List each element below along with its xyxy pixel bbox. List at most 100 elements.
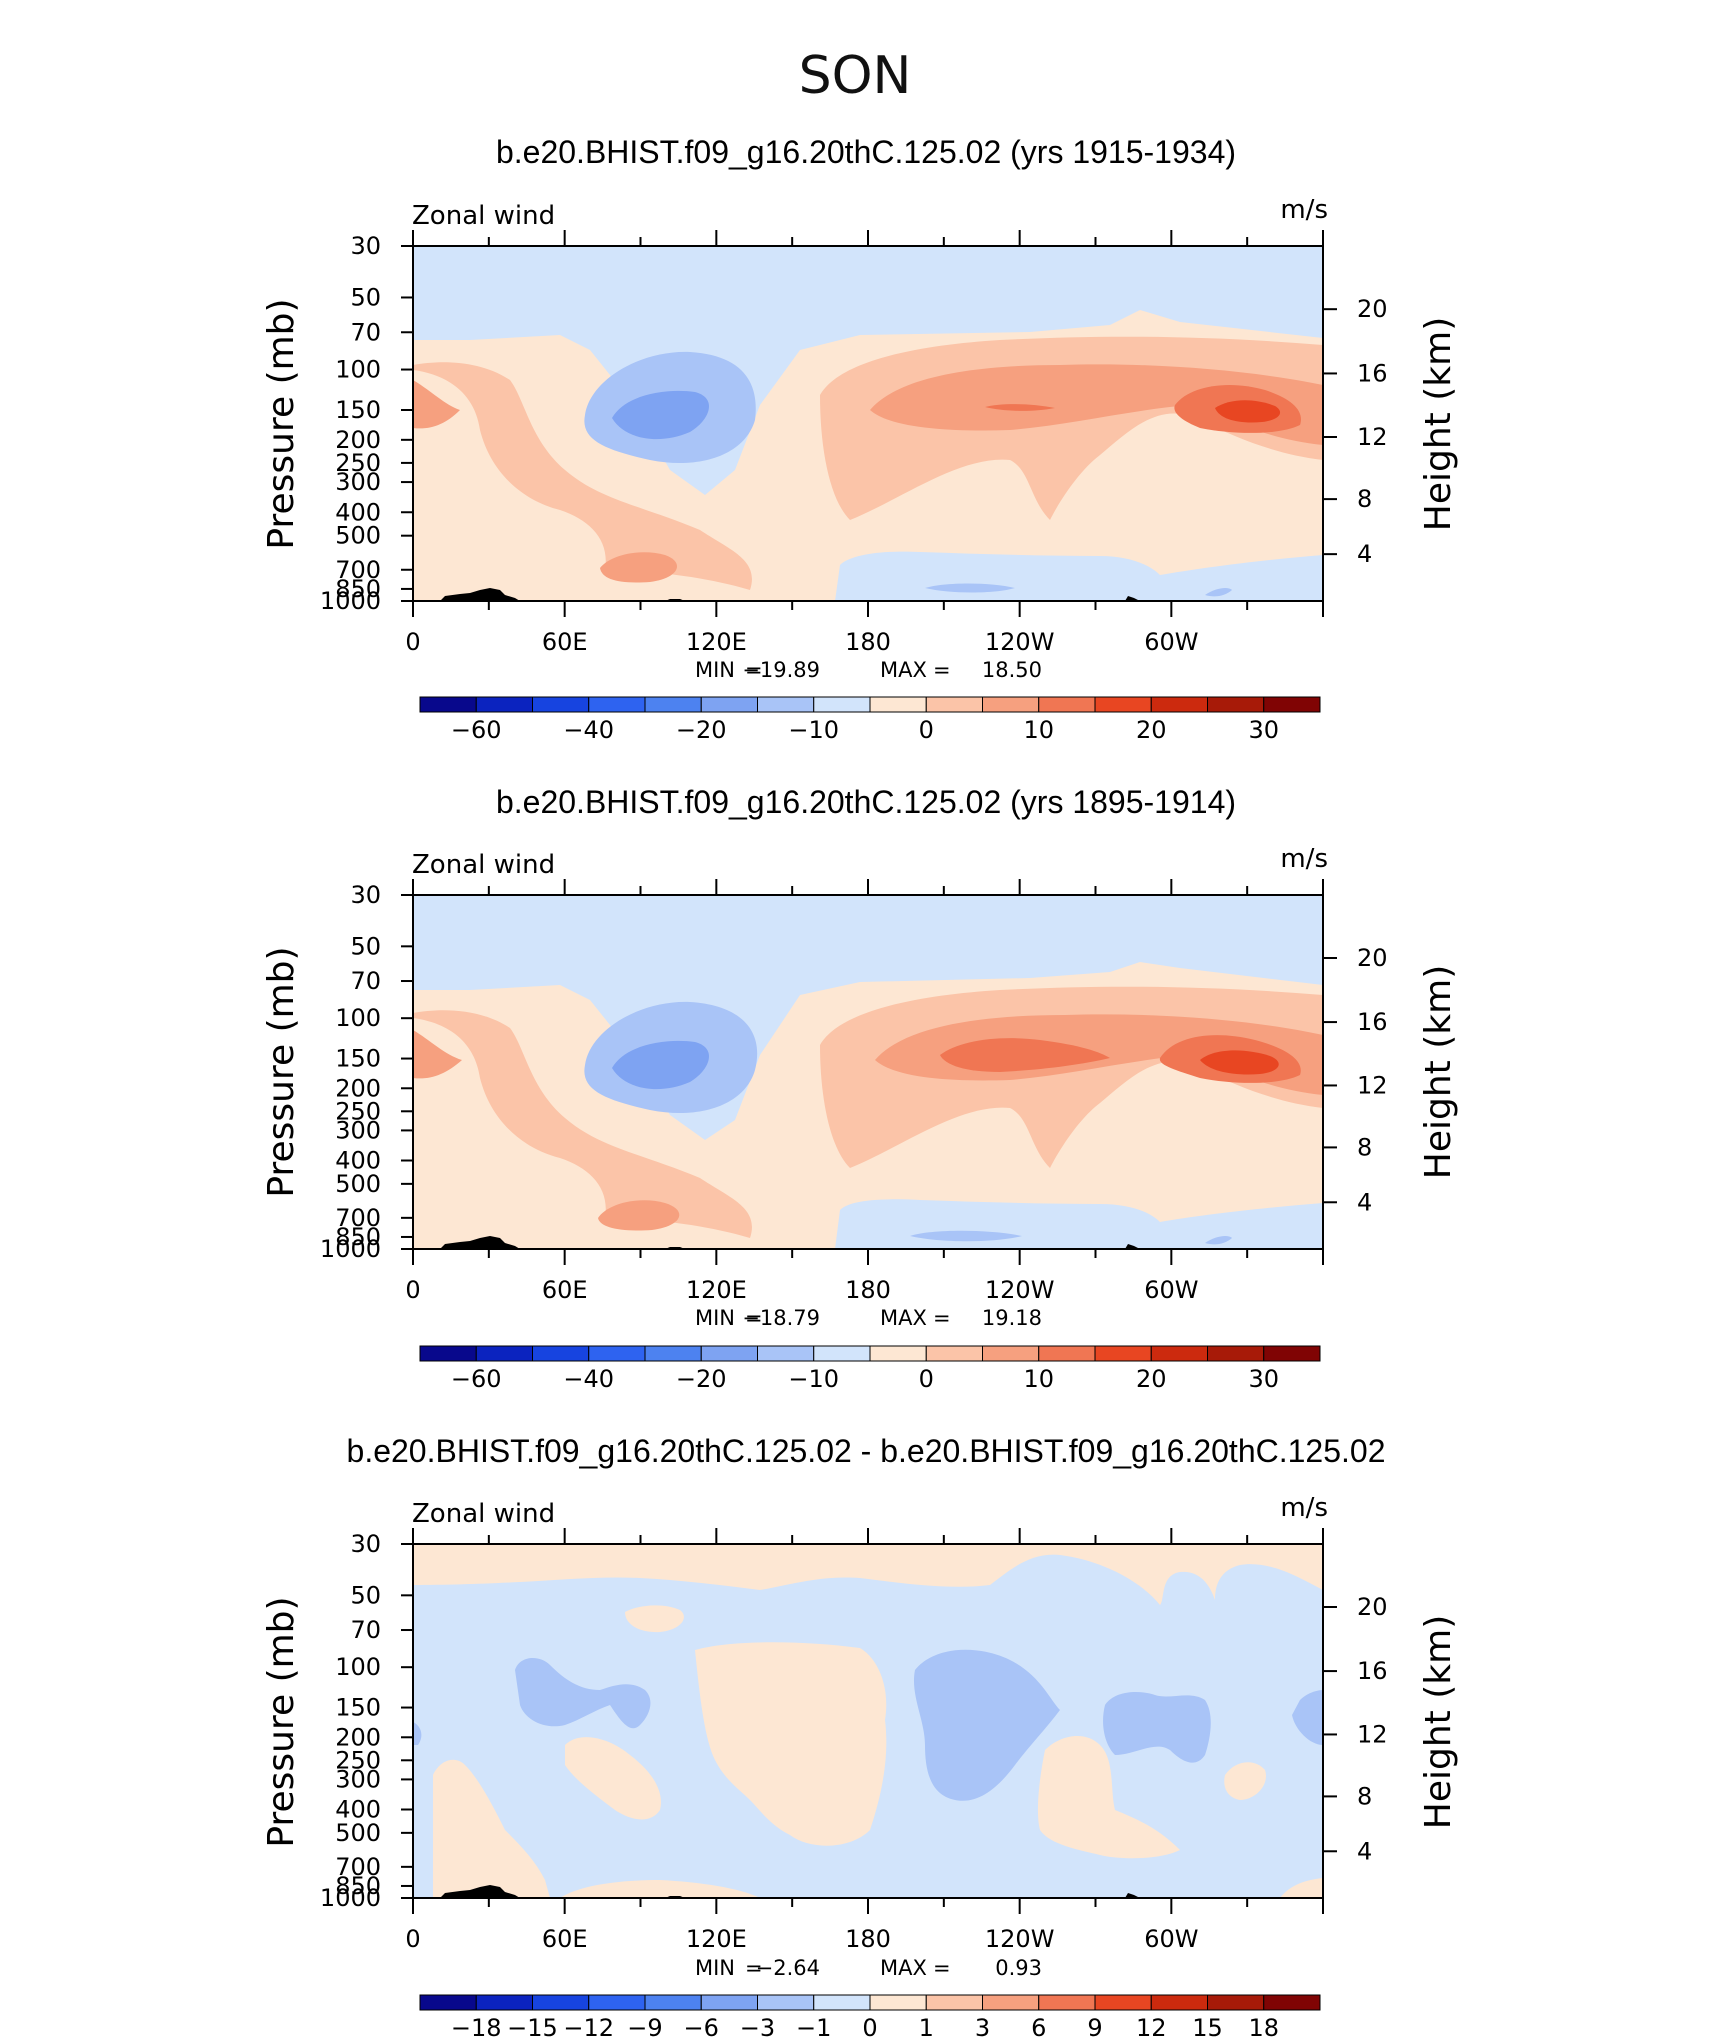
panel-1-y-tick-label: 70 bbox=[350, 318, 381, 346]
panel-3-negative-edge-left bbox=[413, 1722, 422, 1745]
panel-2-y-tick-label: 250 bbox=[335, 1097, 381, 1125]
panel-1-x-tick-label: 60E bbox=[542, 628, 588, 656]
panel-2-min-value: −18.79 bbox=[742, 1306, 820, 1330]
panel-3-left-string: Zonal wind bbox=[412, 1499, 555, 1529]
panel-1-max-eq: = bbox=[933, 658, 951, 682]
panel-3-colorbar-label: −12 bbox=[563, 2014, 614, 2038]
panel-3-right-positive-region bbox=[1037, 1735, 1180, 1859]
panel-1-y-tick-label: 50 bbox=[350, 283, 381, 311]
panel-1-x-tick-label: 0 bbox=[405, 628, 420, 656]
panel-2-y-tick-label: 200 bbox=[335, 1074, 381, 1102]
panel-3-y-tick-label: 70 bbox=[350, 1616, 381, 1644]
panel-1-colorbar-box bbox=[588, 696, 646, 713]
panel-1-x-tick-label: 120E bbox=[686, 628, 747, 656]
panel-1-surface-easterly-core bbox=[925, 583, 1015, 593]
panel-2-colorbar-label: 10 bbox=[1023, 1365, 1054, 1393]
panel-1-y-right-tick-label: 8 bbox=[1357, 485, 1372, 513]
panel-3-colorbar-label: 9 bbox=[1087, 2014, 1102, 2038]
panel-3-y-tick-label: 50 bbox=[350, 1581, 381, 1609]
panel-3-y-right-tick-label: 8 bbox=[1357, 1782, 1372, 1810]
panel-1-westerly-jet-east-mid bbox=[870, 364, 1323, 445]
panel-3-colorbar-box bbox=[419, 1994, 477, 2011]
panel-2-y-tick-label: 30 bbox=[350, 881, 381, 909]
panel-2-y-tick-label: 500 bbox=[335, 1170, 381, 1198]
panel-2-colorbar-box bbox=[1207, 1345, 1265, 1362]
panel-3-colorbar-box bbox=[925, 1994, 983, 2011]
panel-3-max-label: MAX bbox=[880, 1956, 927, 1980]
panel-3-colorbar-label: 12 bbox=[1136, 2014, 1167, 2038]
panel-2-colorbar-box bbox=[532, 1345, 590, 1362]
panel-3-colorbar-label: −3 bbox=[740, 2014, 775, 2038]
panel-3-colorbar-box bbox=[982, 1994, 1040, 2011]
panel-3-negative-edge-right bbox=[1292, 1690, 1323, 1745]
panel-1-y-tick-label: 100 bbox=[335, 356, 381, 384]
panel-3-min-label: MIN bbox=[695, 1956, 735, 1980]
panel-2-ylabel-right: Height (km) bbox=[1418, 965, 1459, 1179]
panel-1-y-tick-label: 700 bbox=[335, 556, 381, 584]
panel-1-low-level-westerly bbox=[600, 552, 677, 583]
panel-1-y-right-tick-label: 20 bbox=[1357, 295, 1388, 323]
panel-1-colorbar-box bbox=[1038, 696, 1096, 713]
panel-1-y-tick-label: 850 bbox=[335, 575, 381, 603]
panel-3-colorbar-box bbox=[1094, 1994, 1152, 2011]
panel-2-x-tick-label: 60E bbox=[542, 1276, 588, 1304]
panel-3-colorbar-box bbox=[1263, 1994, 1321, 2011]
panel-3-colorbar-box bbox=[869, 1994, 927, 2011]
panel-2-colorbar-box bbox=[813, 1345, 871, 1362]
panel-2-colorbar-box bbox=[982, 1345, 1040, 1362]
panel-2-x-axis: 0 60E 120E 180 120W 60W bbox=[405, 879, 1324, 1304]
panel-1-y-right-tick-label: 4 bbox=[1357, 540, 1372, 568]
panel-3-left-positive-region bbox=[433, 1759, 550, 1898]
panel-3-colorbar-label: −9 bbox=[627, 2014, 662, 2038]
panel-3-x-tick-label: 60E bbox=[542, 1925, 588, 1953]
panel-3-topography bbox=[440, 1885, 1140, 1898]
panel-2-max-value: 19.18 bbox=[982, 1306, 1042, 1330]
panel-3-upper-positive-band bbox=[413, 1544, 1323, 1605]
panel-2-plot-area bbox=[413, 895, 1323, 1249]
panel-1-y-tick-label: 150 bbox=[335, 396, 381, 424]
panel-3-stats: MIN = −2.64 MAX = 0.93 bbox=[695, 1956, 1042, 1980]
panel-1-ylabel: Pressure (mb) bbox=[261, 298, 302, 549]
panel-2-y-tick-label: 400 bbox=[335, 1147, 381, 1175]
panel-3-colorbar-label: −18 bbox=[451, 2014, 502, 2038]
panel-2-westerly-jet-west-core bbox=[413, 1030, 462, 1079]
panel-2-colorbar-box bbox=[869, 1345, 927, 1362]
panel-3-max-eq: = bbox=[933, 1956, 951, 1980]
panel-1-y-tick-label: 200 bbox=[335, 426, 381, 454]
panel-1-colorbar-box bbox=[532, 696, 590, 713]
panel-2-title: b.e20.BHIST.f09_g16.20thC.125.02 (yrs 18… bbox=[496, 784, 1236, 820]
panel-3-x-tick-label: 180 bbox=[845, 1925, 891, 1953]
panel-1-colorbar-label: 20 bbox=[1136, 716, 1167, 744]
panel-3-colorbar-box bbox=[700, 1994, 758, 2011]
panel-1-x-tick-label: 120W bbox=[985, 628, 1055, 656]
panel-1-y-tick-label: 400 bbox=[335, 498, 381, 526]
panel-2-y-right-tick-label: 8 bbox=[1357, 1133, 1372, 1161]
panel-2-ylabel: Pressure (mb) bbox=[261, 946, 302, 1197]
panel-3-colorbar-label: −1 bbox=[796, 2014, 831, 2038]
panel-1-colorbar-label: −20 bbox=[676, 716, 727, 744]
panel-3-colorbar-label: 6 bbox=[1031, 2014, 1046, 2038]
panel-2-colorbar-box bbox=[475, 1345, 533, 1362]
panel-1-y-tick-label: 500 bbox=[335, 522, 381, 550]
panel-2-y-right-tick-label: 12 bbox=[1357, 1071, 1388, 1099]
panel-3-colorbar-label: 1 bbox=[919, 2014, 934, 2038]
panel-3-right-string: m/s bbox=[1280, 1493, 1328, 1523]
panel-1-stratosphere-easterlies bbox=[413, 246, 1323, 495]
panel-1-colorbar-box bbox=[1094, 696, 1152, 713]
panel-1-y-tick-label: 300 bbox=[335, 468, 381, 496]
panel-1-colorbar-box bbox=[869, 696, 927, 713]
panel-3-colorbar: −18 −15 −12 −9 −6 −3 −1 0 1 3 6 9 12 15 18 bbox=[419, 1994, 1321, 2038]
panel-2-colorbar-box bbox=[588, 1345, 646, 1362]
panel-3-max-value: 0.93 bbox=[995, 1956, 1042, 1980]
super-title: SON bbox=[799, 46, 912, 106]
panel-3-min-eq: = bbox=[745, 1956, 763, 1980]
panel-3-upper-positive-spot bbox=[625, 1605, 684, 1633]
panel-3-colorbar-box bbox=[475, 1994, 533, 2011]
panel-3-colorbar-box bbox=[1150, 1994, 1208, 2011]
panel-2-low-level-westerly bbox=[598, 1200, 680, 1231]
panel-2-y-tick-label: 70 bbox=[350, 967, 381, 995]
panel-1-x-tick-label: 180 bbox=[845, 628, 891, 656]
panel-3-colorbar-box bbox=[813, 1994, 871, 2011]
panel-2-y-right-tick-label: 4 bbox=[1357, 1188, 1372, 1216]
